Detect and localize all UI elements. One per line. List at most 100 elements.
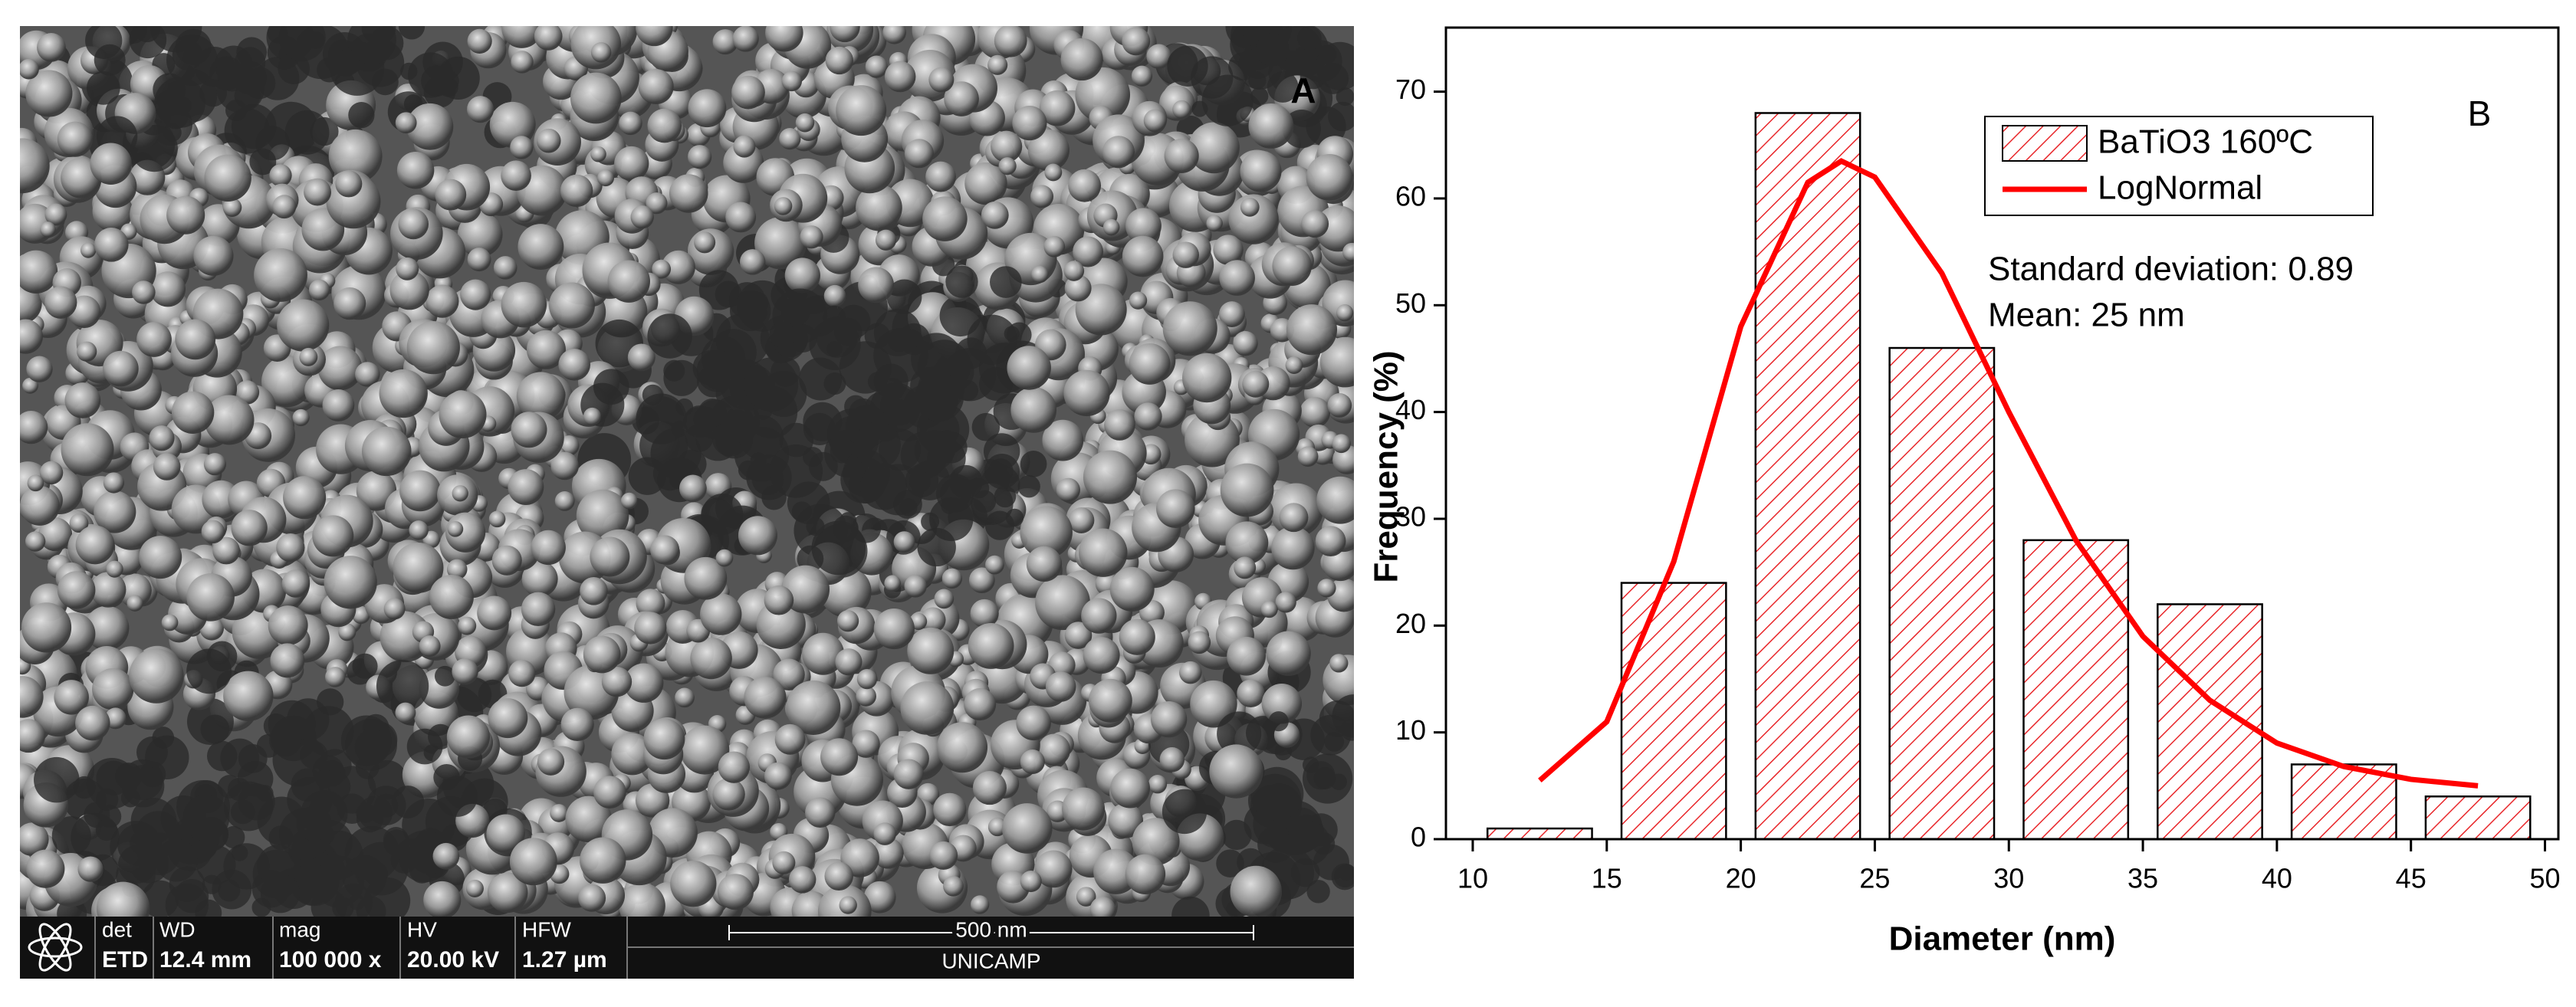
annotation: Standard deviation: 0.89 [1988, 251, 2354, 288]
grain [830, 440, 853, 464]
grain [1079, 528, 1128, 577]
grain [20, 822, 49, 857]
grain [334, 287, 366, 320]
grain [467, 248, 491, 272]
grain [939, 295, 981, 337]
grain [1122, 235, 1164, 277]
grain [884, 575, 901, 592]
grain [1201, 74, 1254, 126]
grain [406, 728, 443, 765]
grain [38, 517, 73, 552]
grain [1301, 210, 1329, 238]
grain [623, 663, 664, 703]
grain [583, 635, 621, 674]
grain [400, 62, 418, 80]
grain [393, 542, 444, 593]
grain [1001, 803, 1053, 854]
grain [784, 257, 820, 294]
grain [398, 26, 426, 40]
grain [1043, 235, 1066, 257]
grain [396, 151, 435, 189]
grain [1255, 33, 1290, 67]
grain [69, 513, 89, 533]
y-tick-label: 20 [1395, 608, 1426, 639]
grain [238, 744, 268, 773]
grain [278, 26, 326, 61]
grain [1108, 803, 1144, 838]
grain [1162, 789, 1208, 835]
grain [1035, 575, 1090, 631]
grain [322, 389, 355, 421]
grain [802, 632, 845, 675]
panel-label: A [1290, 71, 1316, 110]
grain [272, 195, 297, 219]
x-tick-label: 20 [1726, 863, 1756, 894]
fit-line [1538, 158, 2479, 789]
grain [638, 68, 674, 105]
grain [1297, 446, 1319, 467]
grain [1007, 346, 1051, 390]
grain [636, 589, 665, 618]
grain [153, 453, 181, 481]
grain [634, 612, 667, 645]
grain [460, 279, 491, 310]
bar [2022, 539, 2130, 841]
grain [929, 841, 958, 870]
grain [698, 270, 739, 310]
grain [352, 653, 378, 679]
grain [1056, 477, 1080, 502]
grain [1012, 106, 1047, 141]
grain [1102, 218, 1120, 236]
wd-label: WD [159, 917, 196, 941]
grain [361, 426, 412, 477]
grain [820, 738, 859, 776]
grain [276, 533, 305, 563]
grain [227, 778, 251, 802]
grain [839, 341, 892, 394]
grain [738, 516, 777, 556]
det-label: det [102, 917, 132, 941]
hfw-label: HFW [522, 917, 571, 941]
grain [103, 350, 139, 387]
grain [972, 771, 1007, 805]
grain [537, 748, 565, 776]
grain [690, 637, 732, 680]
grain [1132, 818, 1180, 866]
grain [607, 260, 650, 303]
grain [1316, 41, 1354, 90]
grain [732, 26, 759, 52]
hfw: 1.27 µm [522, 947, 607, 973]
grain [863, 881, 896, 914]
grain [769, 321, 796, 348]
grain [548, 282, 595, 329]
grain [1225, 521, 1269, 565]
grain [756, 599, 806, 649]
grain [447, 521, 464, 537]
grain [981, 201, 1009, 229]
grain [865, 55, 888, 78]
annotation: Mean: 25 nm [1988, 297, 2185, 334]
grain [521, 592, 556, 627]
grain [803, 402, 843, 441]
grain [795, 113, 815, 133]
grain [304, 178, 331, 206]
x-tick-label: 25 [1859, 863, 1890, 894]
grain [560, 707, 594, 742]
grain [379, 369, 428, 418]
grain [971, 895, 990, 914]
grain [103, 472, 125, 494]
grain [619, 882, 665, 917]
grain [85, 26, 123, 59]
grain [765, 26, 803, 52]
grain [800, 225, 823, 249]
grain [1026, 546, 1063, 582]
grain [678, 474, 707, 503]
grain [25, 70, 73, 117]
grain [95, 818, 118, 841]
grain [968, 567, 995, 594]
grain [702, 494, 744, 535]
grain [488, 510, 506, 528]
grain [1261, 684, 1303, 724]
grain [1213, 235, 1244, 265]
grain [1188, 631, 1211, 654]
